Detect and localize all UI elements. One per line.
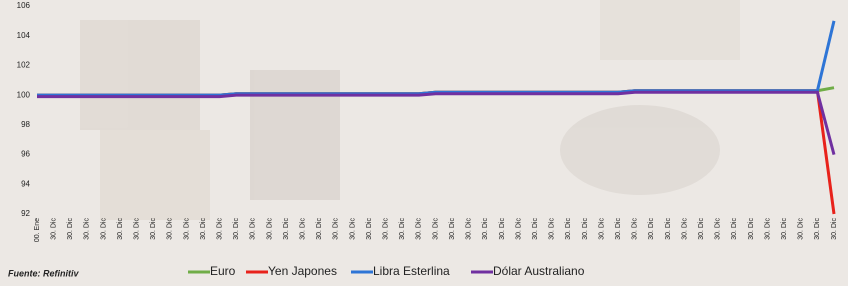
chart: Fuente: Refinitiv 92 94 96 98 100 102 104 106 00…: [0, 0, 848, 286]
x-tick-label: 30. Dic: [515, 218, 522, 240]
x-tick-label: 30. Dic: [482, 218, 489, 240]
y-tick-label: 98: [21, 120, 30, 129]
x-tick-label: 30. Dic: [117, 218, 124, 240]
x-tick-label: 30. Dic: [665, 218, 672, 240]
x-tick-label: 30. Dic: [300, 218, 307, 240]
x-tick-label: 30. Dic: [316, 218, 323, 240]
x-tick-label: 30. Dic: [549, 218, 556, 240]
x-tick-label: 30. Dic: [84, 218, 91, 240]
x-tick-label: 30. Dic: [781, 218, 788, 240]
legend-label: Libra Esterlina: [373, 264, 450, 278]
x-tick-label: 30. Dic: [715, 218, 722, 240]
x-tick-label: 30. Dic: [565, 218, 572, 240]
x-tick-label: 30. Dic: [50, 218, 57, 240]
x-tick-label: 30. Dic: [748, 218, 755, 240]
x-tick-label: 30. Dic: [698, 218, 705, 240]
x-tick-label: 30. Dic: [133, 218, 140, 240]
x-tick-label: 30. Dic: [449, 218, 456, 240]
x-tick-label: 30. Dic: [150, 218, 157, 240]
x-tick-label: 30. Dic: [532, 218, 539, 240]
x-tick-label: 30. Dic: [764, 218, 771, 240]
y-tick-label: 94: [21, 179, 30, 188]
x-tick-label: 30. Dic: [266, 218, 273, 240]
x-tick-label: 30. Dic: [333, 218, 340, 240]
x-tick-label: 30. Dic: [100, 218, 107, 240]
x-tick-label: 30. Dic: [814, 218, 821, 240]
x-tick-label: 30. Dic: [366, 218, 373, 240]
x-tick-label: 30. Dic: [383, 218, 390, 240]
x-tick-label: 30. Dic: [233, 218, 240, 240]
x-tick-label: 30. Dic: [283, 218, 290, 240]
x-tick-label: 30. Dic: [349, 218, 356, 240]
x-tick-label: 30. Dic: [731, 218, 738, 240]
y-tick-label: 100: [17, 90, 31, 99]
y-tick-label: 102: [17, 61, 31, 70]
x-tick-label: 30. Dic: [681, 218, 688, 240]
x-tick-label: 30. Dic: [399, 218, 406, 240]
legend-label: Euro: [210, 264, 236, 278]
legend-label: Yen Japones: [268, 264, 337, 278]
y-tick-label: 104: [17, 31, 31, 40]
x-tick-label: 30. Dic: [798, 218, 805, 240]
x-tick-label: 30. Dic: [416, 218, 423, 240]
x-tick-label: 30. Dic: [167, 218, 174, 240]
x-tick-label: 30. Dic: [615, 218, 622, 240]
x-tick-label: 00. Ene: [34, 218, 41, 242]
x-tick-label: 30. Dic: [250, 218, 257, 240]
x-tick-label: 30. Dic: [183, 218, 190, 240]
x-tick-label: 30. Dic: [598, 218, 605, 240]
y-tick-label: 96: [21, 150, 30, 159]
x-tick-label: 30. Dic: [216, 218, 223, 240]
y-tick-label: 106: [17, 1, 31, 10]
x-tick-label: 30. Dic: [582, 218, 589, 240]
x-tick-label: 30. Dic: [67, 218, 74, 240]
legend-label: Dólar Australiano: [493, 264, 585, 278]
x-tick-label: 30. Dic: [499, 218, 506, 240]
x-tick-label: 30. Dic: [632, 218, 639, 240]
y-tick-label: 92: [21, 209, 30, 218]
x-tick-label: 30. Dic: [648, 218, 655, 240]
x-tick-label: 30. Dic: [466, 218, 473, 240]
x-tick-label: 30. Dic: [200, 218, 207, 240]
x-tick-label: 30. Dic: [432, 218, 439, 240]
x-tick-label: 30. Dic: [831, 218, 838, 240]
source: Fuente: Refinitiv: [8, 268, 79, 278]
